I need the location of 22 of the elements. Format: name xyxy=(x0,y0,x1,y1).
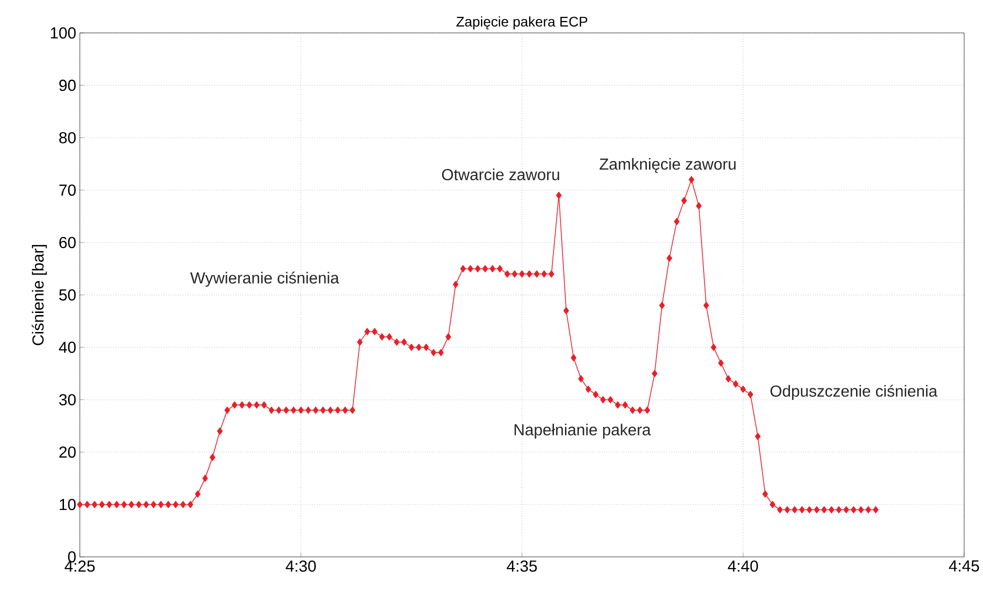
y-tick-label: 60 xyxy=(59,236,76,248)
x-tick-label: 4:35 xyxy=(506,560,537,572)
y-tick-label: 10 xyxy=(60,498,76,510)
x-tick-label: 4:30 xyxy=(286,560,316,572)
y-tick-label: 80 xyxy=(59,132,76,144)
y-axis-title: Ciśnienie [bar] xyxy=(32,245,47,346)
y-tick-label: 90 xyxy=(59,80,76,92)
y-tick-label: 50 xyxy=(59,289,76,301)
y-tick-label: 30 xyxy=(59,394,76,406)
y-tick-label: 20 xyxy=(59,446,76,458)
annotation: Zamknięcie zaworu xyxy=(600,158,736,174)
x-tick-label: 4:45 xyxy=(948,560,979,572)
annotation: Otwarcie zaworu xyxy=(442,168,560,180)
annotation: Wywieranie ciśnienia xyxy=(190,272,340,287)
annotation: Odpuszczenie ciśnienia xyxy=(770,384,938,400)
annotation: Napełnianie pakera xyxy=(514,424,651,439)
y-tick-label: 40 xyxy=(58,342,76,354)
chart-title: Zapięcie pakera ECP xyxy=(456,16,588,30)
y-tick-label: 100 xyxy=(50,27,76,39)
y-tick-label: 70 xyxy=(59,184,76,196)
x-tick-label: 4:25 xyxy=(64,560,95,572)
x-tick-label: 4:40 xyxy=(728,560,758,572)
